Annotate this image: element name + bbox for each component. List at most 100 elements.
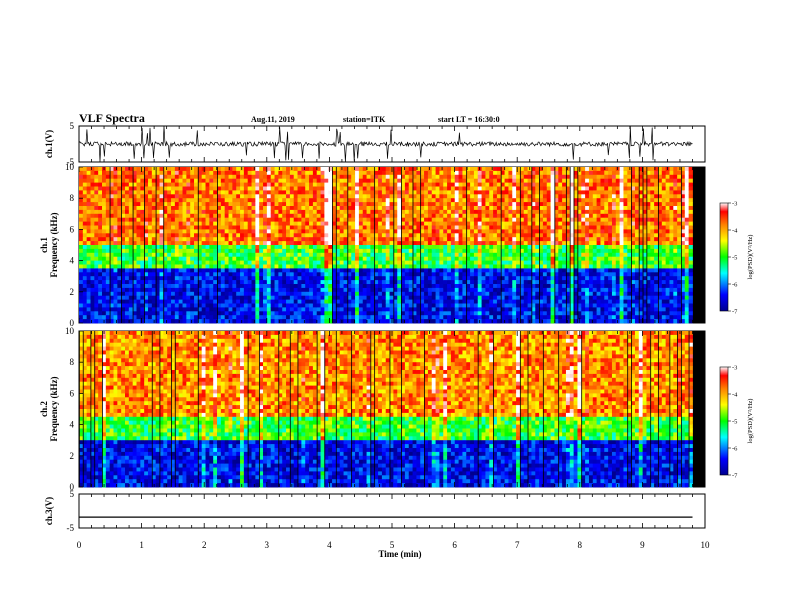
spectrogram-cell xyxy=(236,241,241,246)
spectrogram-cell xyxy=(90,260,95,265)
spectrogram-cell xyxy=(86,190,91,195)
spectrogram-cell xyxy=(397,295,402,300)
spectrogram-cell xyxy=(197,256,203,261)
spectrogram-cell xyxy=(201,252,206,258)
spectrogram-cell xyxy=(136,209,141,215)
spectrogram-cell xyxy=(163,264,168,269)
spectrogram-cell xyxy=(270,268,275,273)
spectrogram-cell xyxy=(197,245,203,250)
spectrogram-cell xyxy=(98,178,103,183)
spectrogram-cell xyxy=(358,307,364,312)
spectrogram-cell xyxy=(462,284,467,289)
spectrogram-cell xyxy=(489,167,494,172)
spectrogram-cell xyxy=(374,315,379,320)
spectrogram-cell xyxy=(412,190,417,195)
spectrogram-cell xyxy=(213,280,218,285)
spectrogram-cell xyxy=(439,178,444,183)
spectrogram-cell xyxy=(339,213,344,219)
spectrogram-cell xyxy=(519,245,525,250)
spectrogram-cell xyxy=(362,202,367,207)
spectrogram-cell xyxy=(117,225,122,230)
spectrogram-cell xyxy=(289,295,295,300)
spectrogram-cell xyxy=(393,307,398,312)
spectrogram-cell xyxy=(232,186,237,191)
spectrogram-cell xyxy=(389,241,394,246)
spectrogram-cell xyxy=(458,307,463,312)
spectrogram-cell xyxy=(263,221,268,226)
spectrogram-cell xyxy=(82,217,88,222)
spectrogram-cell xyxy=(263,287,268,293)
spectrogram-cell xyxy=(335,202,341,207)
spectrogram-cell xyxy=(312,170,318,176)
spectrogram-cell xyxy=(542,233,548,238)
spectrogram-cell xyxy=(535,241,540,246)
spectrogram-cell xyxy=(236,291,241,297)
spectrogram-cell xyxy=(86,303,91,308)
spectrogram-cell xyxy=(236,178,241,183)
spectrogram-cell xyxy=(312,287,318,293)
spectrogram-cell xyxy=(197,233,203,238)
spectrogram-cell xyxy=(546,245,552,250)
spectrogram-cell xyxy=(228,264,233,269)
spectrogram-cell xyxy=(240,299,245,304)
spectrogram-cell xyxy=(297,315,302,320)
spectrogram-cell xyxy=(182,213,187,219)
spectrogram-cell xyxy=(293,252,298,258)
spectrogram-cell xyxy=(182,209,187,215)
spectrogram-cell xyxy=(178,245,183,250)
spectrogram-cell xyxy=(182,225,187,230)
spectrogram-cell xyxy=(512,295,517,300)
spectrogram-cell xyxy=(236,209,241,215)
spectrogram-cell xyxy=(408,186,413,191)
spectrogram-cell xyxy=(539,272,544,277)
spectrogram-cell xyxy=(263,233,268,238)
spectrogram-cell xyxy=(148,307,153,312)
spectrogram-cell xyxy=(247,198,252,203)
spectrogram-cell xyxy=(351,248,356,254)
spectrogram-cell xyxy=(462,245,467,250)
spectrogram-cell xyxy=(393,291,398,297)
spectrogram-cell xyxy=(186,167,191,172)
spectrogram-cell xyxy=(182,217,187,222)
spectrogram-cell xyxy=(393,190,398,195)
spectrogram-cell xyxy=(512,272,517,277)
spectrogram-cell xyxy=(454,206,459,211)
spectrogram-cell xyxy=(328,272,333,277)
spectrogram-cell xyxy=(542,221,548,226)
spectrogram-cell xyxy=(278,245,283,250)
spectrogram-cell xyxy=(171,307,176,312)
spectrogram-cell xyxy=(98,241,103,246)
spectrogram-cell xyxy=(339,311,344,316)
spectrogram-cell xyxy=(293,280,298,285)
spectrogram-cell xyxy=(224,190,229,195)
spectrogram-cell xyxy=(209,299,214,304)
spectrogram-cell xyxy=(343,307,348,312)
spectrogram-cell xyxy=(546,178,552,183)
spectrogram-cell xyxy=(205,170,210,176)
spectrogram-cell xyxy=(266,284,272,289)
spectrogram-cell xyxy=(450,256,456,261)
spectrogram-cell xyxy=(385,291,390,297)
spectrogram-cell xyxy=(385,206,390,211)
spectrogram-cell xyxy=(117,213,122,219)
spectrogram-cell xyxy=(516,295,521,300)
spectrogram-cell xyxy=(401,272,406,277)
spectrogram-cell xyxy=(320,248,325,254)
spectrogram-cell xyxy=(393,319,398,324)
spectrogram-cell xyxy=(151,260,157,265)
spectrogram-cell xyxy=(351,245,356,250)
spectrogram-cell xyxy=(109,280,114,285)
spectrogram-cell xyxy=(117,311,122,316)
spectrogram-cell xyxy=(416,202,421,207)
spectrogram-cell xyxy=(297,190,302,195)
spectrogram-cell xyxy=(531,291,536,297)
spectrogram-cell xyxy=(144,206,149,211)
spectrogram-cell xyxy=(201,209,206,215)
sferic-line xyxy=(132,167,134,323)
spectrogram-cell xyxy=(263,295,268,300)
spectrogram-cell xyxy=(228,295,233,300)
spectrogram-cell xyxy=(132,272,137,277)
spectrogram-cell xyxy=(278,307,283,312)
spectrogram-cell xyxy=(197,174,203,180)
spectrogram-cell xyxy=(220,170,226,176)
